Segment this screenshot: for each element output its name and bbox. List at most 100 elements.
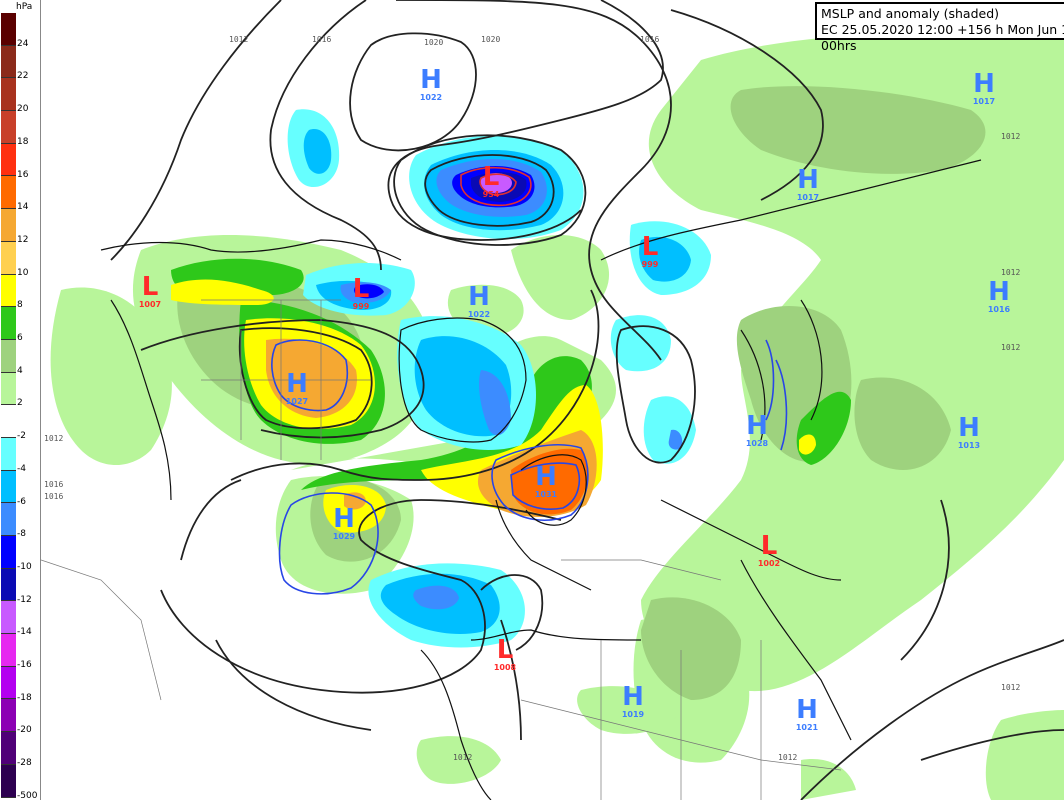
pressure-value: 1027: [286, 397, 308, 406]
legend-unit: hPa: [16, 2, 33, 12]
isobar-label: 1016: [44, 480, 63, 489]
legend-bin: [1, 405, 16, 438]
high-marker: H: [746, 411, 768, 441]
low-marker: L: [483, 162, 500, 192]
pressure-value: 1028: [746, 439, 769, 448]
borders: [40, 299, 842, 800]
high-marker: H: [797, 165, 819, 195]
legend-bin: [1, 568, 16, 602]
isobar-label: 1012: [1001, 268, 1020, 277]
high-marker: H: [958, 413, 980, 443]
isobar-label: 1020: [481, 35, 500, 44]
isobar-label: 1016: [640, 35, 659, 44]
isobar-label: 1016: [312, 35, 331, 44]
pressure-value: 954: [483, 190, 500, 199]
isobar-label: 1012: [1001, 683, 1020, 692]
legend-bin: [1, 699, 16, 733]
isobar-label: 1012: [778, 753, 797, 762]
legend-bin: [1, 536, 16, 569]
legend-bin: [1, 13, 16, 46]
legend-bin: [1, 111, 16, 144]
isobar-label: 1020: [424, 38, 443, 47]
high-marker: H: [333, 504, 355, 534]
legend-tick-label: -28: [17, 758, 32, 769]
high-marker: H: [622, 682, 644, 712]
legend-tick-label: 10: [17, 267, 29, 278]
high-marker: H: [420, 65, 442, 95]
pressure-value: 999: [642, 260, 659, 269]
legend-tick-label: 2: [17, 398, 23, 409]
pressure-value: 1016: [988, 305, 1011, 314]
legend-bin: [1, 78, 16, 112]
legend-bin: [1, 274, 16, 308]
legend-tick-label: 6: [17, 333, 23, 343]
high-marker: H: [796, 695, 818, 725]
high-marker: H: [973, 69, 995, 99]
legend-bin: [1, 45, 16, 79]
pressure-value: 1021: [796, 723, 819, 732]
legend-bin: [1, 241, 16, 275]
legend-tick-label: -16: [17, 660, 32, 670]
legend-bin: [1, 666, 16, 700]
isobar-labels: 1012 1016 1020 1020 1016 1012 1012 1012 1012 1016…: [44, 35, 1020, 762]
isobar-label: 1016: [44, 492, 63, 501]
low-marker: L: [761, 531, 778, 561]
legend-tick-label: -8: [17, 529, 26, 540]
legend-tick-label: -500: [17, 790, 38, 801]
legend-bin: [1, 372, 16, 406]
legend-tick-label: -14: [17, 627, 32, 638]
colorbar-legend: hPa 24 22 20 18 16 14 12 10 8 6 4 2 -2 -4 -6 -8 -10 -12 -1…: [0, 0, 41, 801]
legend-bin: [1, 601, 16, 635]
legend-bin: [1, 470, 16, 504]
pressure-value: 1008: [494, 663, 517, 672]
legend-bin: [1, 634, 16, 667]
high-marker: H: [286, 369, 308, 399]
map-subtitle: EC 25.05.2020 12:00 +156 h Mon Jun 1 00h…: [821, 22, 1064, 53]
pressure-value: 1022: [468, 310, 490, 319]
isobar-label: 1012: [44, 434, 63, 443]
map-canvas: 1012 1016 1020 1020 1016 1012 1012 1012 1012 1016…: [40, 0, 1064, 801]
coastlines: [100, 159, 982, 801]
low-marker: L: [353, 274, 370, 304]
pressure-value: 1019: [622, 710, 645, 719]
high-marker: H: [988, 277, 1010, 307]
legend-tick-label: -20: [17, 725, 32, 736]
legend-tick-label: 20: [17, 104, 29, 115]
legend-tick-label: -4: [17, 463, 26, 474]
isobar-label: 1012: [453, 753, 472, 762]
map-title-box: MSLP and anomaly (shaded) EC 25.05.2020 …: [815, 2, 1064, 53]
legend-bin: [1, 339, 16, 373]
pressure-value: 1007: [139, 300, 161, 309]
legend-bin: [1, 209, 16, 242]
legend-tick-label: -10: [17, 561, 32, 572]
legend-bin: [1, 176, 16, 210]
pressure-value: 1013: [958, 441, 980, 450]
legend-tick-label: -12: [17, 594, 32, 605]
legend-tick-label: 24: [17, 38, 29, 49]
legend-bins: [1, 13, 16, 798]
pressure-value: 1022: [420, 93, 442, 102]
legend-tick-label: -6: [17, 496, 26, 507]
pressure-value: 999: [353, 302, 370, 311]
legend-tick-label: 14: [17, 202, 29, 213]
high-marker: H: [535, 462, 557, 492]
low-marker: L: [642, 232, 659, 262]
legend-tick-label: 12: [17, 234, 29, 245]
pressure-value: 1017: [797, 193, 819, 202]
legend-tick-label: -18: [17, 692, 32, 703]
legend-tick-label: 8: [17, 300, 23, 311]
